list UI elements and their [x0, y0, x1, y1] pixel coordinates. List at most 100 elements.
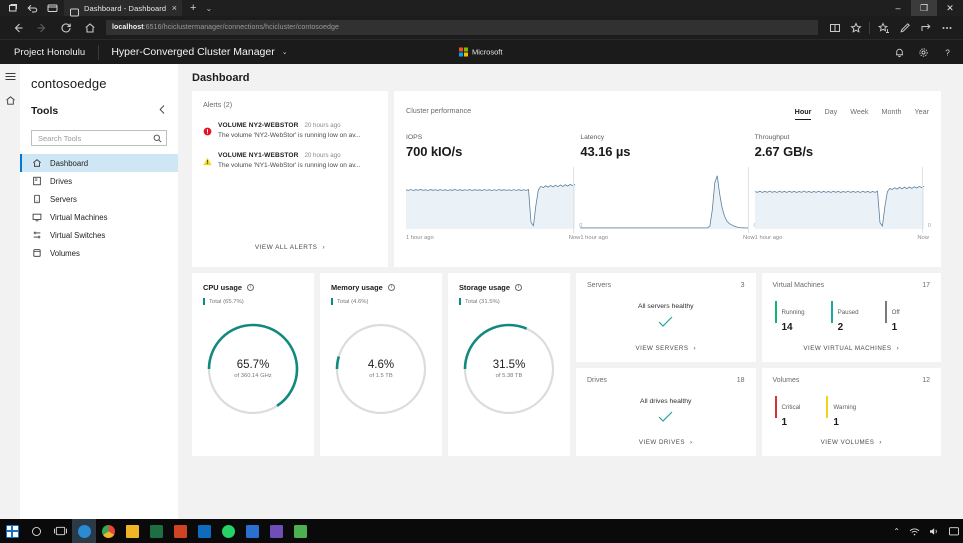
- maximize-button[interactable]: ❐: [911, 0, 937, 16]
- home-icon[interactable]: [2, 93, 18, 107]
- current-tool-selector[interactable]: Hyper-Converged Cluster Manager ⌄: [99, 46, 287, 58]
- task-view-button[interactable]: [48, 519, 72, 543]
- view-volumes-link[interactable]: VIEW VOLUMES ›: [762, 439, 942, 446]
- volume-icon[interactable]: [929, 527, 940, 536]
- main-content: Dashboard Alerts (2) VOLUME NY2: [178, 64, 963, 519]
- status-value: 1: [891, 322, 898, 333]
- alert-item[interactable]: VOLUME NY1-WEBSTOR 20 hours ago The volu…: [203, 152, 377, 169]
- console-app[interactable]: [288, 519, 312, 543]
- throughput-chart: 0 1 hour ago Now: [754, 167, 931, 245]
- tray-chevron-icon[interactable]: ⌃: [893, 526, 900, 536]
- address-bar[interactable]: localhost :6516/hciclustermanager/connec…: [106, 20, 818, 35]
- sidebar-item-servers[interactable]: Servers: [20, 190, 178, 208]
- whatsapp-app[interactable]: [216, 519, 240, 543]
- page-header: Dashboard: [178, 64, 963, 91]
- server-icon: [31, 194, 42, 205]
- minimize-button[interactable]: –: [895, 3, 901, 13]
- back-in-time-icon[interactable]: [27, 3, 38, 14]
- time-tab-day[interactable]: Day: [824, 107, 838, 116]
- favorite-star-icon[interactable]: [845, 16, 866, 39]
- tab-close-icon[interactable]: ×: [171, 2, 177, 13]
- tools-label: Tools: [31, 105, 59, 117]
- new-tab-button[interactable]: +: [190, 1, 197, 14]
- gear-icon[interactable]: [911, 40, 935, 65]
- edge-app[interactable]: [72, 519, 96, 543]
- chart-axis-end: Now: [568, 235, 581, 241]
- usage-percent: 4.6%: [367, 359, 395, 371]
- info-icon[interactable]: i: [514, 284, 522, 291]
- action-center-icon[interactable]: [949, 526, 959, 536]
- bell-icon[interactable]: [887, 40, 911, 65]
- metric-value: 43.16 µs: [580, 144, 631, 159]
- sidebar-item-virtual-machines[interactable]: Virtual Machines: [20, 208, 178, 226]
- search-tools-box[interactable]: [31, 130, 167, 146]
- remote-desktop-app[interactable]: [264, 519, 288, 543]
- sidebar-item-volumes[interactable]: Volumes: [20, 244, 178, 262]
- more-icon[interactable]: [936, 16, 957, 39]
- alert-item[interactable]: VOLUME NY2-WEBSTOR 20 hours ago The volu…: [203, 122, 377, 139]
- latency-sparkline: [580, 167, 754, 229]
- file-explorer-app[interactable]: [120, 519, 144, 543]
- time-tab-hour[interactable]: Hour: [794, 107, 812, 120]
- outlook-app[interactable]: [192, 519, 216, 543]
- time-tab-month[interactable]: Month: [881, 107, 902, 116]
- browser-tab[interactable]: Dashboard - Dashboard ×: [64, 0, 182, 16]
- search-icon[interactable]: [153, 134, 162, 143]
- reading-view-icon[interactable]: [824, 16, 845, 39]
- chevron-right-icon: ›: [322, 244, 326, 251]
- view-servers-link[interactable]: VIEW SERVERS ›: [576, 345, 756, 352]
- view-all-alerts-link[interactable]: VIEW ALL ALERTS ›: [192, 244, 388, 251]
- chart-axis-start: 1 hour ago: [406, 235, 434, 241]
- tools-sidebar: contosoedge Tools Dashboard: [20, 64, 178, 519]
- share-icon[interactable]: [915, 16, 936, 39]
- alert-time: 20 hours ago: [304, 122, 341, 129]
- excel-app[interactable]: [144, 519, 168, 543]
- tab-favicon-icon: [70, 4, 79, 16]
- search-button[interactable]: [24, 519, 48, 543]
- home-icon[interactable]: [78, 16, 102, 39]
- legend-swatch: [331, 298, 333, 305]
- info-icon[interactable]: i: [247, 284, 255, 291]
- chevron-down-icon: ⌄: [281, 49, 288, 56]
- sidebar-item-dashboard[interactable]: Dashboard: [20, 154, 178, 172]
- status-swatch: [826, 395, 829, 418]
- switch-icon: [31, 230, 42, 241]
- view-virtual-machines-link[interactable]: VIEW VIRTUAL MACHINES ›: [762, 345, 942, 352]
- sidebar-item-virtual-switches[interactable]: Virtual Switches: [20, 226, 178, 244]
- forward-icon[interactable]: [30, 16, 54, 39]
- usage-total: of 1.5 TB: [369, 373, 393, 379]
- time-tab-year[interactable]: Year: [914, 107, 929, 116]
- back-icon[interactable]: [6, 16, 30, 39]
- media-app[interactable]: [240, 519, 264, 543]
- refresh-icon[interactable]: [54, 16, 78, 39]
- view-drives-link[interactable]: VIEW DRIVES ›: [576, 439, 756, 446]
- hamburger-icon[interactable]: [2, 69, 18, 83]
- start-button[interactable]: [0, 519, 24, 543]
- chevron-left-icon[interactable]: [158, 104, 167, 118]
- usage-total: of 360.14 GHz: [234, 373, 272, 379]
- sidebar-item-drives[interactable]: Drives: [20, 172, 178, 190]
- status-label: Critical: [781, 403, 801, 411]
- restore-down-icon[interactable]: [7, 3, 18, 14]
- header-divider: [98, 44, 100, 60]
- web-note-icon[interactable]: [894, 16, 915, 39]
- tab-preview-icon[interactable]: [47, 3, 58, 14]
- sidebar-item-label: Dashboard: [50, 158, 89, 168]
- status-swatch: [774, 395, 777, 418]
- info-icon[interactable]: i: [387, 284, 395, 291]
- chrome-app[interactable]: [96, 519, 120, 543]
- search-input[interactable]: [38, 133, 153, 143]
- status-cards-column: Servers 3 All servers healthy: [576, 273, 941, 456]
- time-tab-week[interactable]: Week: [850, 107, 869, 116]
- hub-icon[interactable]: [873, 16, 894, 39]
- powerpoint-app[interactable]: [168, 519, 192, 543]
- close-button[interactable]: ✕: [946, 2, 954, 13]
- legend-label: Total (31.5%): [465, 298, 500, 305]
- help-icon[interactable]: ?: [935, 40, 959, 65]
- chevron-right-icon: ›: [896, 344, 900, 352]
- chevron-down-icon[interactable]: ⌄: [205, 3, 213, 13]
- card-count: 18: [736, 376, 745, 384]
- chart-zero-label: 0: [927, 223, 931, 229]
- product-brand[interactable]: Project Honolulu: [14, 46, 86, 58]
- network-icon[interactable]: [909, 527, 920, 536]
